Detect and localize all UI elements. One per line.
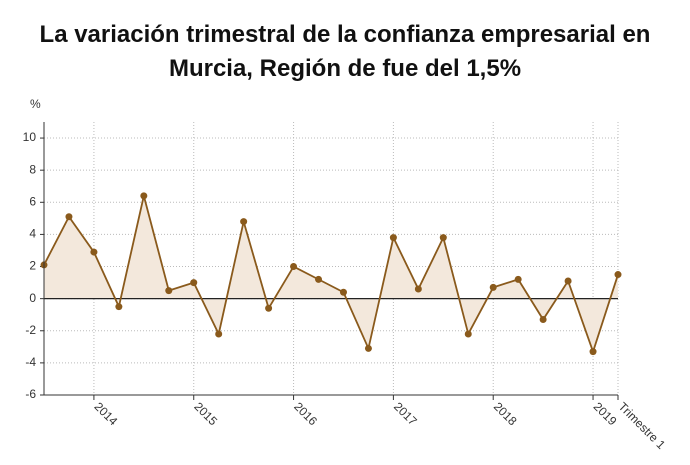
point xyxy=(389,234,397,242)
point xyxy=(290,263,298,271)
point xyxy=(414,285,422,293)
point xyxy=(265,304,273,312)
point xyxy=(65,213,73,221)
x-tick-label: 2017 xyxy=(391,399,420,428)
point xyxy=(589,348,597,356)
point xyxy=(165,287,173,295)
point xyxy=(339,288,347,296)
point xyxy=(215,330,223,338)
x-tick-label: 2018 xyxy=(491,399,520,428)
point xyxy=(539,316,547,324)
x-tick-label: 2019 xyxy=(591,399,620,428)
y-tick-label: 0 xyxy=(29,291,36,305)
y-tick-label: 2 xyxy=(29,259,36,273)
y-tick-label: -2 xyxy=(25,323,36,337)
point xyxy=(315,275,323,283)
point xyxy=(614,271,622,279)
point xyxy=(190,279,198,287)
x-tick-label: 2014 xyxy=(92,399,121,428)
y-tick-label: 10 xyxy=(23,130,37,144)
point xyxy=(140,192,148,200)
point xyxy=(115,303,123,311)
line xyxy=(43,195,619,355)
point xyxy=(364,344,372,352)
y-tick-label: 4 xyxy=(29,227,36,241)
x-tick-label: 2015 xyxy=(191,399,220,428)
point xyxy=(489,283,497,291)
point xyxy=(240,218,248,226)
y-tick-label: -4 xyxy=(25,355,36,369)
point xyxy=(464,330,472,338)
y-axis-label: % xyxy=(30,97,41,111)
x-tick-label: Trimestre 1 xyxy=(616,399,669,452)
point xyxy=(514,275,522,283)
point xyxy=(439,234,447,242)
point xyxy=(564,277,572,285)
y-tick-label: 8 xyxy=(29,162,36,176)
x-tick-label: 2016 xyxy=(291,399,320,428)
area xyxy=(44,195,618,352)
y-tick-label: 6 xyxy=(29,194,36,208)
y-tick-label: -6 xyxy=(25,387,36,401)
chart-title: La variación trimestral de la confianza … xyxy=(39,21,651,82)
point xyxy=(90,248,98,256)
